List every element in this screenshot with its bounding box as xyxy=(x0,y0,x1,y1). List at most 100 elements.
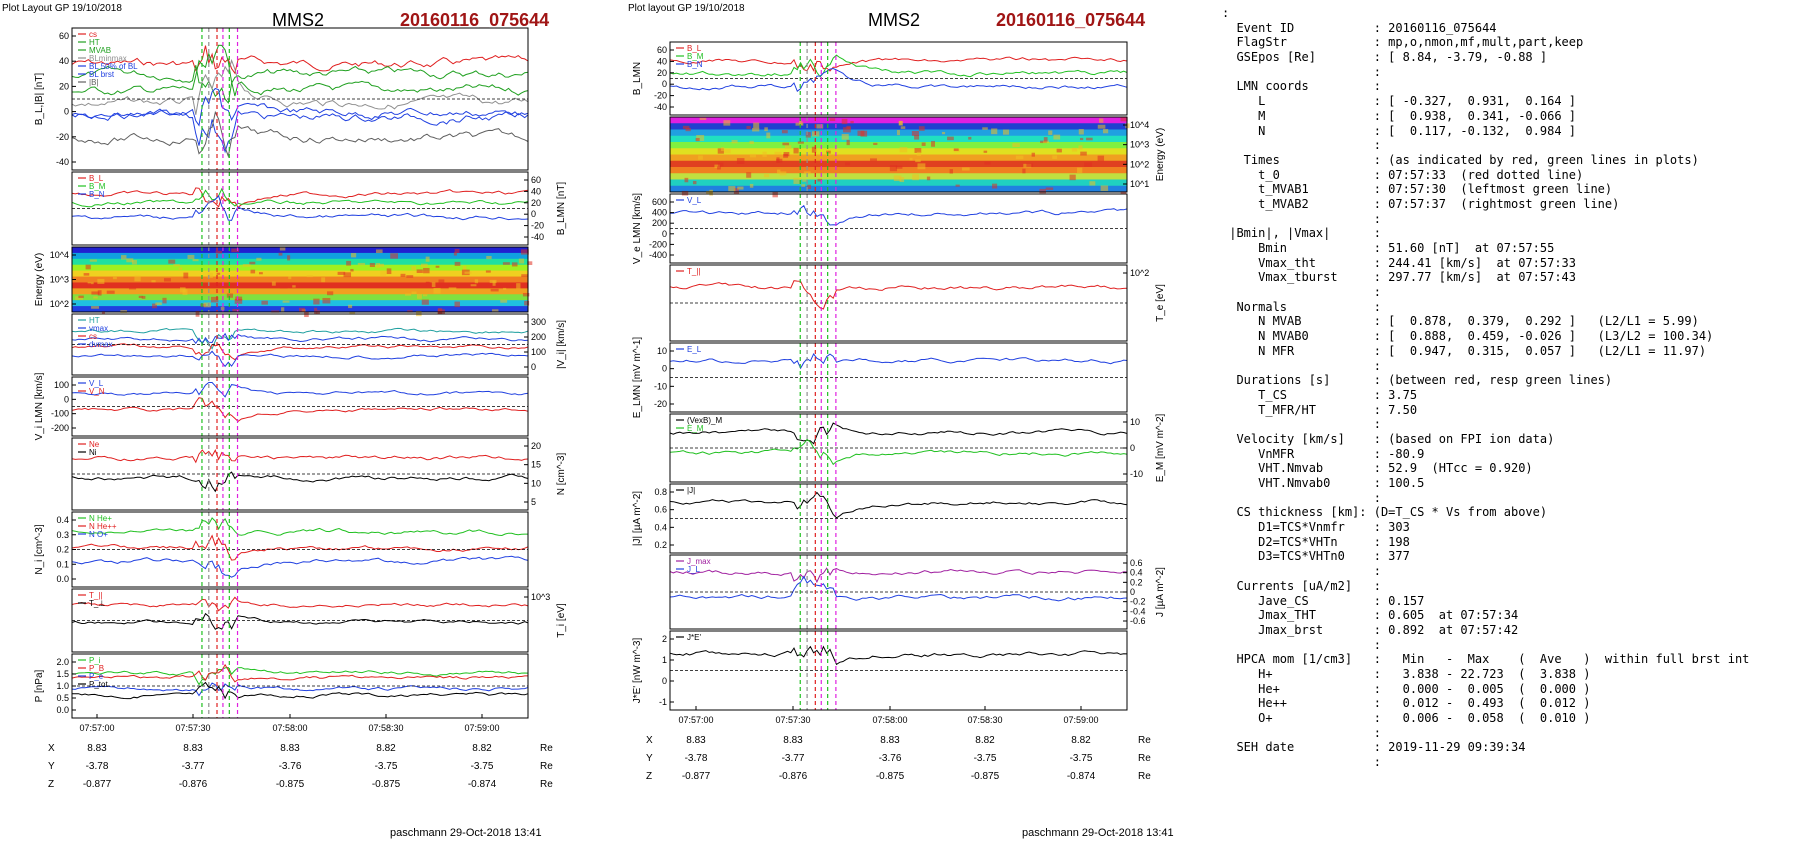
info-line: VHT.Nmvab : 52.9 (HTcc = 0.920) xyxy=(1222,461,1533,476)
series-line xyxy=(71,45,529,75)
info-line: Jmax_brst : 0.892 at 07:57:42 xyxy=(1222,622,1519,637)
subplot-frame xyxy=(71,27,529,171)
subplot-frame xyxy=(669,630,1128,711)
info-line: Currents [uA/m2] : xyxy=(1222,578,1381,593)
spectrogram-band xyxy=(670,185,1127,193)
legend-entry: J_L xyxy=(687,565,700,574)
position-axis-label: Y xyxy=(48,761,55,772)
spectrogram-speckle xyxy=(313,298,320,305)
spectrogram-speckle xyxy=(926,176,931,181)
legend-entry: E_L xyxy=(687,345,702,354)
info-line: : xyxy=(1222,6,1230,20)
spectrogram-speckle xyxy=(250,269,256,274)
y-tick-label: 0 xyxy=(662,676,667,686)
spectrogram-speckle xyxy=(917,163,926,170)
spectrogram-speckle xyxy=(763,174,770,178)
spectrogram-speckle xyxy=(121,255,127,260)
spectrogram-speckle xyxy=(781,130,788,134)
y-tick-label: 0.6 xyxy=(1130,558,1143,568)
y-tick-label: 60 xyxy=(531,175,541,185)
spectrogram-speckle xyxy=(912,174,919,181)
spectrogram-speckle xyxy=(423,267,430,274)
spectrogram-speckle xyxy=(75,296,83,300)
info-line: t_MVAB2 : 07:57:37 (rightmost green line… xyxy=(1222,196,1620,211)
spectrogram-speckle xyxy=(348,304,353,309)
spectrogram-speckle xyxy=(438,279,445,284)
spectrogram-speckle xyxy=(846,125,851,130)
legend-entry: N He+ xyxy=(89,514,112,523)
spectrogram-speckle xyxy=(454,261,461,266)
y-tick-label: 0 xyxy=(64,107,69,117)
spectrogram-speckle xyxy=(112,276,117,280)
spectrogram-speckle xyxy=(805,132,811,138)
info-line: N : [ 0.117, -0.132, 0.984 ] xyxy=(1222,123,1577,138)
spacecraft-title: MMS2 xyxy=(868,10,920,30)
spectrogram-speckle xyxy=(474,279,479,284)
y-tick-label: -10 xyxy=(1130,469,1143,479)
spectrogram-speckle xyxy=(797,141,804,144)
y-tick-label: 0 xyxy=(531,209,536,219)
spectrogram-speckle xyxy=(1002,129,1010,135)
y-tick-label: 40 xyxy=(657,56,667,66)
spectrogram-speckle xyxy=(522,292,530,297)
spectrogram-band xyxy=(72,300,528,307)
subplot-4: 10^2 T_e [eV] T_|| xyxy=(669,264,1166,342)
spectrogram-speckle xyxy=(1078,145,1083,150)
legend-entry: B_M xyxy=(687,52,704,61)
info-line: t_MVAB1 : 07:57:30 (leftmost green line) xyxy=(1222,182,1613,197)
legend-entry: T_|| xyxy=(687,267,701,276)
position-value: 8.83 xyxy=(783,735,803,746)
spectrogram-speckle xyxy=(914,135,920,140)
spectrogram-speckle xyxy=(1097,124,1106,129)
spectrogram-speckle xyxy=(850,120,854,124)
position-value: 8.83 xyxy=(880,735,900,746)
info-line: Event ID : 20160116_075644 xyxy=(1222,20,1497,35)
spectrogram-speckle xyxy=(983,150,988,153)
spectrogram-speckle xyxy=(448,287,457,290)
y-tick-label: 20 xyxy=(657,68,667,78)
spectrogram-speckle xyxy=(949,169,953,174)
plot-layout-header: Plot Layout GP 19/10/2018 xyxy=(2,3,122,14)
series-line xyxy=(71,187,529,209)
spectrogram-speckle xyxy=(681,190,689,196)
spectrogram-speckle xyxy=(776,169,781,174)
legend-entry: B_N xyxy=(89,190,105,199)
spectrogram-speckle xyxy=(717,148,724,154)
spectrogram-speckle xyxy=(717,166,721,170)
spectrogram-speckle xyxy=(723,149,731,154)
spectrogram-speckle xyxy=(321,277,326,283)
spectrogram-speckle xyxy=(306,274,313,278)
left-plot-panel: Plot Layout GP 19/10/2018 MMS2 20160116_07… xyxy=(2,3,567,839)
y-tick-label: 200 xyxy=(531,332,546,342)
spectrogram-speckle xyxy=(322,297,331,304)
spectrogram-speckle xyxy=(816,124,824,129)
position-value: 8.82 xyxy=(1071,735,1091,746)
spectrogram-speckle xyxy=(918,126,925,131)
series-line xyxy=(71,110,529,159)
position-value: -3.75 xyxy=(471,761,494,772)
legend-entry: HT xyxy=(89,38,100,47)
spectrogram-speckle xyxy=(803,171,811,175)
info-line: Jmax_THT : 0.605 at 07:57:34 xyxy=(1222,608,1519,623)
series-line xyxy=(71,194,529,221)
spectrogram-speckle xyxy=(1089,181,1096,186)
legend-entry: Ne xyxy=(89,440,100,449)
spectrogram-speckle xyxy=(1120,191,1127,195)
spectrogram-speckle xyxy=(357,262,366,266)
spectrogram-speckle xyxy=(870,158,877,162)
y-tick-label: -10 xyxy=(654,381,667,391)
legend-entry: P_B xyxy=(89,664,104,673)
spectrogram-speckle xyxy=(829,118,837,122)
spectrogram-speckle xyxy=(1120,117,1128,122)
spectrogram-speckle xyxy=(1053,134,1061,140)
y-axis-label: V_i LMN [km/s] xyxy=(34,372,45,440)
spectrogram-speckle xyxy=(1097,155,1105,162)
series-line xyxy=(71,517,528,537)
plot-footer: paschmann 29-Oct-2018 13:41 xyxy=(390,827,542,839)
series-line xyxy=(71,327,529,350)
series-line xyxy=(670,204,1128,226)
info-line: Vmax_tburst : 297.77 [km/s] at 07:57:43 xyxy=(1222,270,1577,285)
y-tick-label: 10^3 xyxy=(50,275,69,285)
spectrogram-speckle xyxy=(151,280,156,283)
spectrogram-speckle xyxy=(1043,137,1048,142)
